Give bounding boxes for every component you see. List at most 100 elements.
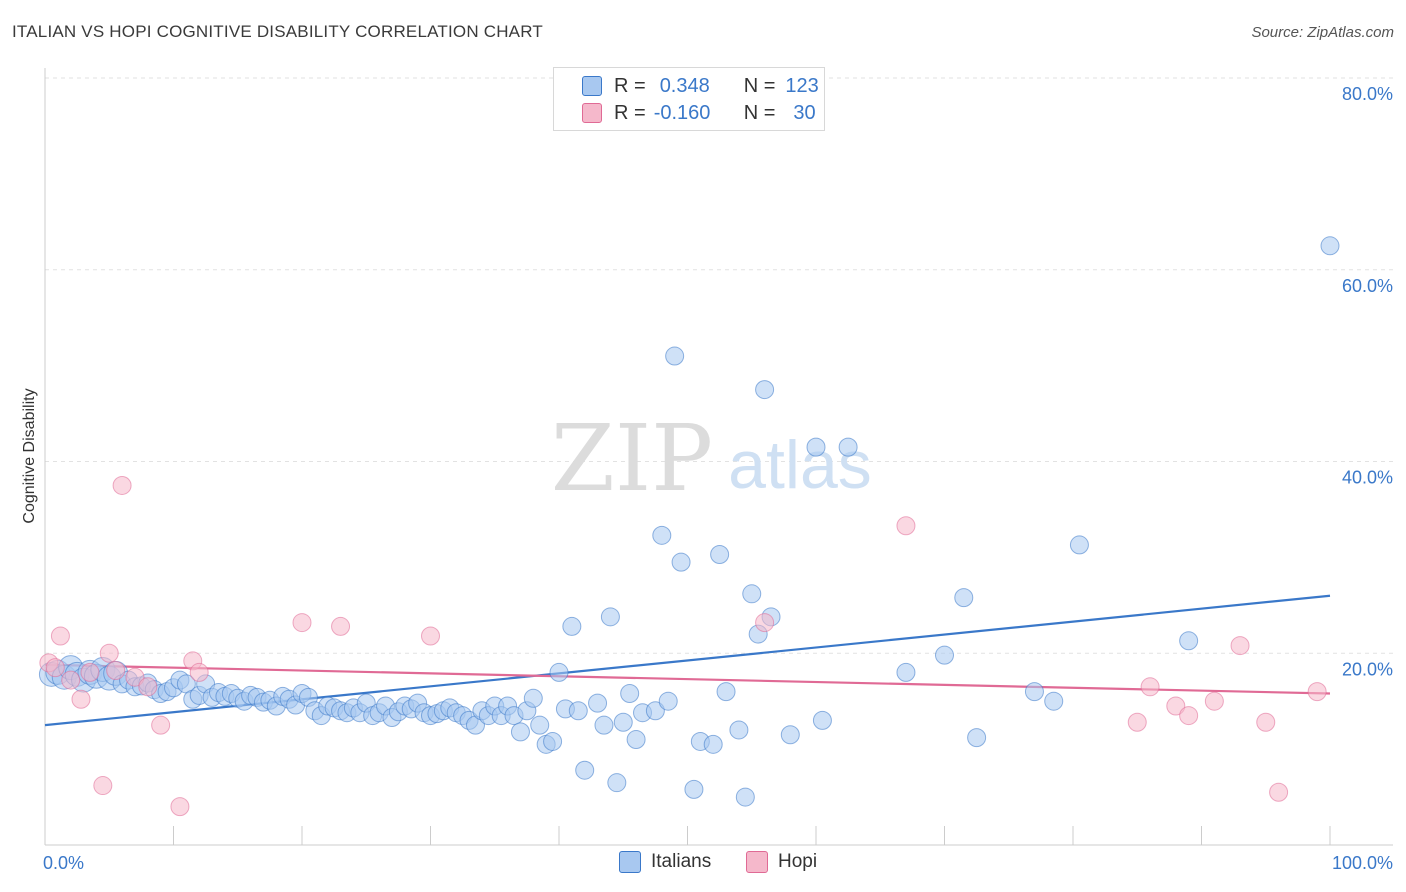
hopi-point bbox=[896, 516, 916, 536]
italians-point bbox=[838, 437, 858, 457]
y-tick-label: 80.0% bbox=[1342, 84, 1393, 104]
hopi-point bbox=[50, 626, 70, 646]
hopi-point bbox=[71, 689, 91, 709]
hopi-point bbox=[189, 662, 209, 682]
hopi-point bbox=[1179, 706, 1199, 726]
italians-legend-swatch bbox=[619, 851, 641, 873]
n-value-italians: 123 bbox=[785, 74, 819, 97]
italians-point bbox=[652, 525, 672, 545]
watermark-zip: ZIP bbox=[551, 405, 713, 512]
hopi-point bbox=[106, 661, 126, 681]
italians-point bbox=[671, 552, 691, 572]
r-value-italians: 0.348 bbox=[659, 74, 710, 97]
hopi-point bbox=[421, 626, 440, 646]
italians-legend-label: Italians bbox=[651, 851, 712, 872]
hopi-legend-label: Hopi bbox=[778, 851, 818, 872]
hopi-point bbox=[331, 616, 351, 636]
hopi-legend-swatch bbox=[746, 851, 768, 873]
italians-point bbox=[620, 684, 640, 704]
hopi-point bbox=[112, 475, 132, 495]
x-tick-label: 0.0% bbox=[43, 853, 84, 873]
data-points bbox=[38, 236, 1340, 817]
italians-point bbox=[568, 701, 588, 721]
hopi-point bbox=[45, 658, 65, 678]
italians-point bbox=[530, 715, 550, 735]
hopi-point bbox=[1307, 682, 1327, 702]
hopi-point bbox=[1127, 712, 1147, 732]
gridlines bbox=[45, 77, 1393, 654]
italians-point bbox=[954, 588, 974, 608]
r-value-hopi: -0.160 bbox=[653, 101, 711, 124]
italians-point bbox=[780, 725, 800, 745]
italians-point bbox=[967, 728, 987, 748]
x-tick-label: 100.0% bbox=[1332, 853, 1393, 873]
italians-point bbox=[729, 720, 749, 740]
italians-point bbox=[684, 779, 704, 799]
italians-point bbox=[806, 437, 826, 457]
italians-point bbox=[613, 712, 633, 732]
italians-point bbox=[703, 734, 723, 754]
italians-point bbox=[607, 773, 627, 793]
legend-hopi: Hopi bbox=[746, 851, 817, 873]
watermark: ZIP atlas bbox=[551, 405, 872, 512]
hopi-point bbox=[99, 643, 119, 663]
hopi-trend-line bbox=[44, 663, 1331, 695]
hopi-point bbox=[1256, 712, 1276, 732]
legend-row-italians: R = 0.348 N = 123 bbox=[554, 74, 819, 98]
italians-swatch bbox=[582, 76, 602, 96]
hopi-point bbox=[1204, 691, 1224, 711]
italians-point bbox=[935, 645, 954, 665]
hopi-point bbox=[1230, 636, 1250, 656]
italians-point bbox=[755, 380, 775, 400]
italians-point bbox=[812, 710, 832, 730]
italians-point bbox=[575, 760, 595, 780]
n-label: N = bbox=[743, 101, 776, 124]
n-label: N = bbox=[743, 74, 776, 97]
italians-point bbox=[716, 682, 736, 702]
hopi-point bbox=[138, 677, 158, 697]
italians-point bbox=[665, 346, 685, 366]
axes bbox=[44, 68, 1393, 846]
hopi-point bbox=[755, 613, 775, 633]
stats-legend: R = 0.348 N = 123 R = -0.160 N = 30 bbox=[553, 67, 825, 131]
y-tick-label: 60.0% bbox=[1342, 276, 1393, 296]
hopi-point bbox=[292, 613, 312, 633]
hopi-point bbox=[170, 797, 190, 817]
hopi-point bbox=[1140, 677, 1160, 697]
hopi-point bbox=[61, 670, 81, 690]
y-tick-label: 40.0% bbox=[1342, 468, 1393, 488]
italians-point bbox=[562, 616, 582, 636]
n-value-hopi: 30 bbox=[793, 101, 816, 124]
italians-point bbox=[523, 688, 543, 708]
italians-point bbox=[543, 731, 563, 751]
hopi-swatch bbox=[582, 103, 602, 123]
italians-point bbox=[896, 662, 916, 682]
italians-point bbox=[600, 607, 620, 627]
italians-point bbox=[710, 544, 730, 564]
hopi-point bbox=[80, 662, 100, 682]
italians-point bbox=[549, 662, 569, 682]
y-tick-label: 20.0% bbox=[1342, 659, 1393, 679]
tick-labels: 20.0% 40.0% 60.0% 80.0% 0.0% 100.0% bbox=[43, 84, 1393, 873]
italians-point bbox=[742, 584, 762, 604]
italians-point bbox=[735, 787, 755, 807]
r-label: R = bbox=[614, 74, 646, 97]
y-axis-label: Cognitive Disability bbox=[21, 388, 38, 524]
italians-point bbox=[588, 693, 608, 713]
hopi-point bbox=[93, 776, 113, 796]
hopi-point bbox=[151, 715, 171, 735]
italians-point bbox=[1320, 236, 1340, 256]
hopi-point bbox=[1166, 696, 1186, 716]
hopi-point bbox=[125, 667, 145, 687]
legend-italians: Italians bbox=[619, 851, 711, 873]
italians-point bbox=[594, 715, 614, 735]
italians-point bbox=[1044, 691, 1064, 711]
r-label: R = bbox=[614, 101, 646, 124]
legend-row-hopi: R = -0.160 N = 30 bbox=[554, 101, 816, 125]
source-label: Source: ZipAtlas.com bbox=[1251, 24, 1394, 41]
italians-point bbox=[1069, 535, 1089, 555]
italians-point bbox=[645, 701, 665, 721]
italians-point bbox=[658, 691, 678, 711]
chart-title: ITALIAN VS HOPI COGNITIVE DISABILITY COR… bbox=[12, 22, 543, 41]
